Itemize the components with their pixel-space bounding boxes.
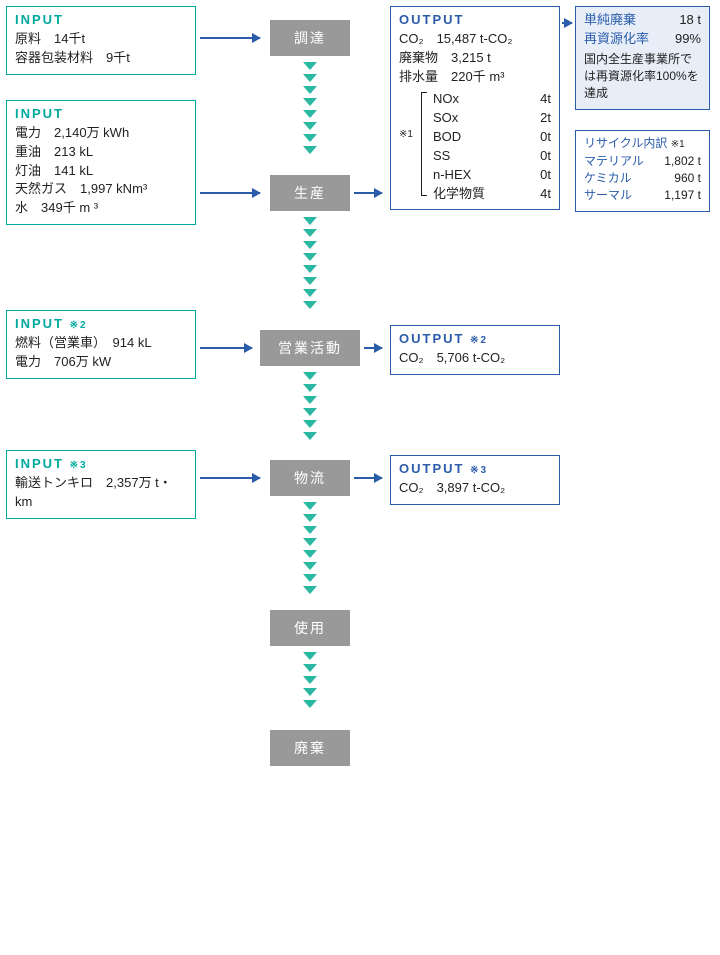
input-produce: INPUT 電力 2,140万 kWh 重油 213 kL 灯油 141 kL … <box>6 100 196 225</box>
arrow-icon <box>364 347 382 349</box>
output-logistics: OUTPUT ※3 CO₂ 3,897 t-CO₂ <box>390 455 560 505</box>
input-row: 燃料（営業車） 914 kL <box>15 334 187 353</box>
output-subrow: NOx4t <box>433 90 551 109</box>
output-subrow: SOx2t <box>433 109 551 128</box>
chevrons-5 <box>300 652 320 712</box>
input-sales: INPUT ※2 燃料（営業車） 914 kL 電力 706万 kW <box>6 310 196 379</box>
output-produce: OUTPUT CO₂ 15,487 t-CO₂ 廃棄物 3,215 t 排水量 … <box>390 6 560 210</box>
material-flow-diagram: 調達 生産 営業活動 物流 使用 廃棄 INPUT 原料 14千t 容器包装材料… <box>0 0 720 955</box>
input-row: 水 349千 m ³ <box>15 199 187 218</box>
chevrons-2 <box>300 217 320 313</box>
input-row: 原料 14千t <box>15 30 187 49</box>
output-title: OUTPUT ※3 <box>399 460 551 479</box>
side-row: 単純廃棄18 t <box>584 11 701 30</box>
arrow-icon <box>200 477 260 479</box>
input-row: 容器包装材料 9千t <box>15 49 187 68</box>
chevrons-4 <box>300 502 320 598</box>
output-subrow: BOD0t <box>433 128 551 147</box>
output-row: CO₂ 5,706 t-CO₂ <box>399 349 551 368</box>
side-row: サーマル1,197 t <box>584 187 701 204</box>
output-row: CO₂ 3,897 t-CO₂ <box>399 479 551 498</box>
output-subrow: SS0t <box>433 147 551 166</box>
side-row: マテリアル1,802 t <box>584 153 701 170</box>
stage-logistics: 物流 <box>270 460 350 496</box>
output-title: OUTPUT <box>399 11 551 30</box>
input-row: 輸送トンキロ 2,357万 t・km <box>15 474 187 512</box>
stage-sales: 営業活動 <box>260 330 360 366</box>
chevrons-1 <box>300 62 320 158</box>
side-title: リサイクル内訳 ※1 <box>584 135 701 153</box>
stage-dispose: 廃棄 <box>270 730 350 766</box>
output-sales: OUTPUT ※2 CO₂ 5,706 t-CO₂ <box>390 325 560 375</box>
arrow-icon <box>562 22 572 24</box>
stage-produce: 生産 <box>270 175 350 211</box>
side-row: 再資源化率99% <box>584 30 701 49</box>
arrow-icon <box>200 192 260 194</box>
input-row: 灯油 141 kL <box>15 162 187 181</box>
bracket-icon <box>421 92 427 196</box>
arrow-icon <box>354 477 382 479</box>
output-subrow: 化学物質4t <box>433 185 551 204</box>
output-row: 廃棄物 3,215 t <box>399 49 551 68</box>
side-row: ケミカル960 t <box>584 170 701 187</box>
output-title: OUTPUT ※2 <box>399 330 551 349</box>
input-title: INPUT ※2 <box>15 315 187 334</box>
stage-use: 使用 <box>270 610 350 646</box>
output-row: CO₂ 15,487 t-CO₂ <box>399 30 551 49</box>
output-row: 排水量 220千 m³ <box>399 68 551 87</box>
side-text: 国内全生産事業所では再資源化率100%を達成 <box>584 51 701 103</box>
input-row: 重油 213 kL <box>15 143 187 162</box>
output-subrow: n-HEX0t <box>433 166 551 185</box>
output-subnote: ※1 <box>399 128 413 143</box>
input-logistics: INPUT ※3 輸送トンキロ 2,357万 t・km <box>6 450 196 519</box>
input-title: INPUT <box>15 11 187 30</box>
input-procure: INPUT 原料 14千t 容器包装材料 9千t <box>6 6 196 75</box>
side-disposal: 単純廃棄18 t 再資源化率99% 国内全生産事業所では再資源化率100%を達成 <box>575 6 710 110</box>
input-title: INPUT ※3 <box>15 455 187 474</box>
input-row: 電力 706万 kW <box>15 353 187 372</box>
input-title: INPUT <box>15 105 187 124</box>
stage-procure: 調達 <box>270 20 350 56</box>
arrow-icon <box>354 192 382 194</box>
arrow-icon <box>200 347 252 349</box>
side-recycle: リサイクル内訳 ※1 マテリアル1,802 t ケミカル960 t サーマル1,… <box>575 130 710 212</box>
arrow-icon <box>200 37 260 39</box>
input-row: 天然ガス 1,997 kNm³ <box>15 180 187 199</box>
input-row: 電力 2,140万 kWh <box>15 124 187 143</box>
chevrons-3 <box>300 372 320 444</box>
